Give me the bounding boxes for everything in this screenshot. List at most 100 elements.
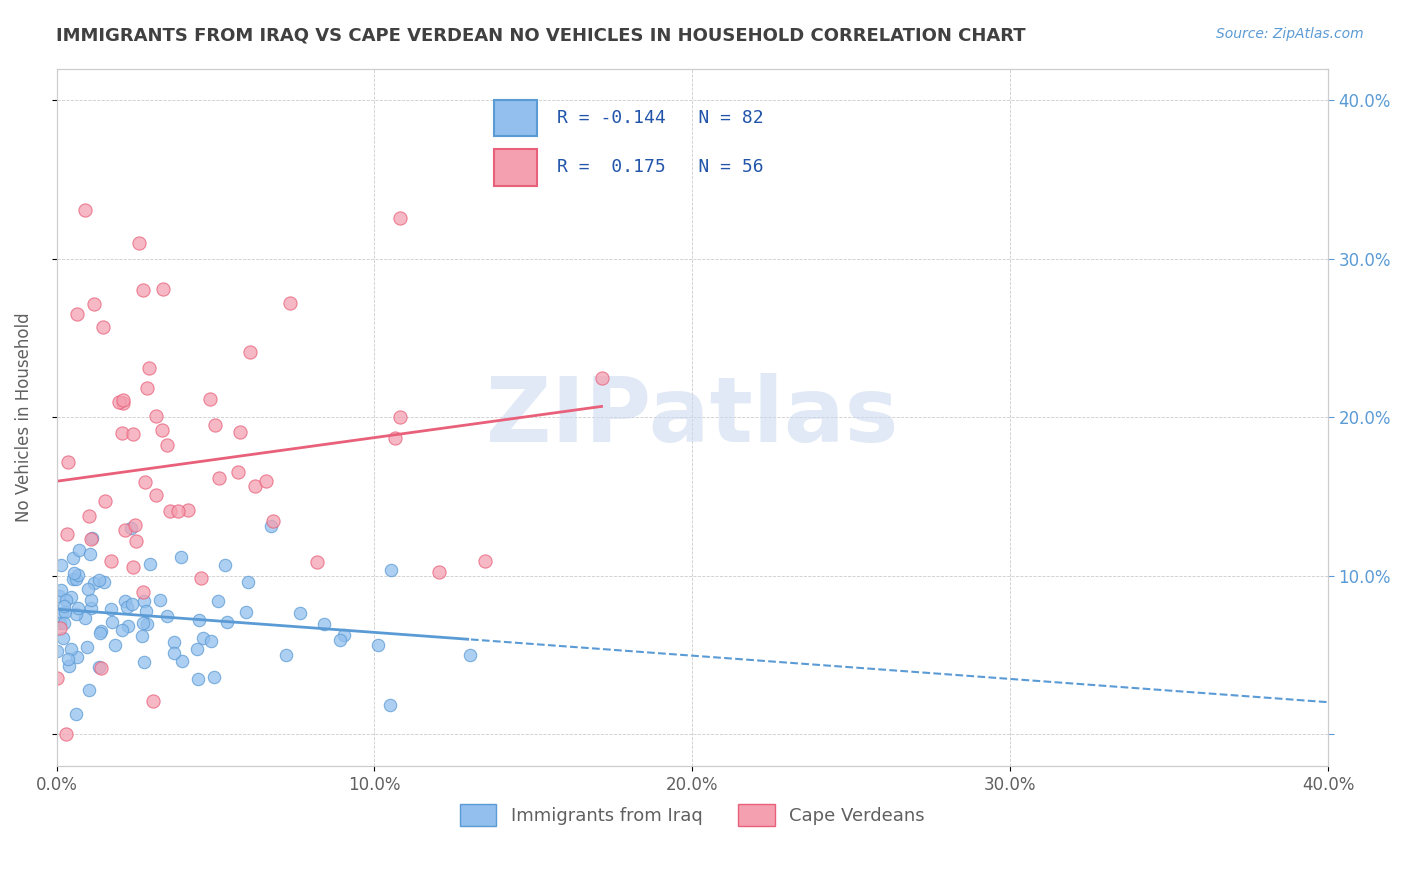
Point (149, 593, 172, 607)
Point (80, 593, 103, 607)
Point (138, 361, 160, 376)
Point (117, 619, 139, 633)
Point (66, 601, 89, 615)
Point (65, 706, 87, 721)
Point (79, 682, 101, 697)
Point (207, 594, 229, 608)
Point (90, 624, 112, 639)
Point (80, 532, 103, 546)
Point (79, 508, 101, 523)
Point (120, 521, 142, 535)
Point (132, 615, 155, 630)
Point (155, 609, 177, 624)
Point (63, 566, 86, 580)
Point (474, 554, 496, 568)
Point (83, 575, 105, 590)
Point (329, 633, 352, 648)
Point (104, 638, 127, 652)
Point (132, 655, 155, 669)
Point (58, 651, 80, 665)
Legend: Immigrants from Iraq, Cape Verdeans: Immigrants from Iraq, Cape Verdeans (453, 797, 932, 833)
Point (67, 542, 90, 557)
Point (111, 393, 134, 408)
Point (111, 624, 134, 638)
Point (48, 589, 70, 603)
Text: ZIPatlas: ZIPatlas (486, 373, 898, 461)
Point (238, 575, 260, 590)
Point (134, 594, 156, 608)
Point (65, 607, 87, 621)
Point (152, 424, 174, 438)
Point (121, 560, 143, 574)
Point (131, 629, 153, 643)
Text: R = -0.144   N = 82: R = -0.144 N = 82 (557, 109, 763, 127)
Point (114, 594, 136, 608)
Point (59, 590, 82, 604)
Point (90, 661, 112, 675)
Point (89, 625, 111, 640)
Point (429, 565, 451, 579)
Point (458, 648, 481, 662)
Point (100, 602, 122, 616)
Point (55, 727, 77, 741)
Point (66, 649, 89, 664)
Point (56, 455, 79, 469)
Point (388, 410, 411, 425)
Point (75, 611, 97, 625)
Point (65, 572, 87, 586)
Point (239, 344, 262, 359)
Point (228, 465, 250, 479)
Point (389, 211, 412, 226)
Point (112, 396, 135, 410)
Point (53, 599, 76, 614)
Point (80, 601, 103, 615)
Point (198, 392, 221, 407)
Point (52, 631, 75, 645)
Point (131, 585, 153, 599)
Point (288, 606, 311, 620)
Point (314, 616, 336, 631)
Point (167, 504, 190, 518)
Point (52, 615, 75, 630)
Point (87, 660, 110, 674)
Point (100, 554, 122, 568)
Point (135, 616, 157, 631)
Point (82, 531, 104, 545)
Point (121, 597, 143, 611)
Point (93, 574, 115, 589)
Point (108, 395, 131, 409)
Point (384, 432, 406, 446)
Point (142, 694, 165, 708)
Point (49, 621, 72, 635)
Point (62, 572, 84, 586)
Point (66, 568, 89, 582)
Point (122, 427, 145, 442)
Point (45, 671, 67, 685)
Point (262, 514, 284, 528)
Point (135, 604, 157, 618)
Point (190, 571, 212, 585)
Point (77, 582, 100, 596)
Point (94, 493, 117, 508)
Point (51, 606, 73, 620)
FancyBboxPatch shape (494, 100, 537, 136)
Point (49, 616, 72, 631)
Point (56, 527, 79, 541)
Text: IMMIGRANTS FROM IRAQ VS CAPE VERDEAN NO VEHICLES IN HOUSEHOLD CORRELATION CHART: IMMIGRANTS FROM IRAQ VS CAPE VERDEAN NO … (56, 27, 1026, 45)
Point (76, 640, 98, 655)
Point (200, 634, 222, 648)
Point (49, 558, 72, 573)
Point (243, 478, 266, 492)
Point (58, 659, 80, 673)
Point (115, 600, 138, 615)
Point (60, 642, 83, 657)
Point (159, 504, 181, 518)
Point (55, 605, 77, 619)
Point (235, 606, 257, 620)
Text: Source: ZipAtlas.com: Source: ZipAtlas.com (1216, 27, 1364, 41)
Point (163, 635, 186, 649)
Point (186, 642, 208, 657)
Point (177, 502, 200, 516)
Point (367, 638, 389, 652)
Point (260, 519, 283, 533)
